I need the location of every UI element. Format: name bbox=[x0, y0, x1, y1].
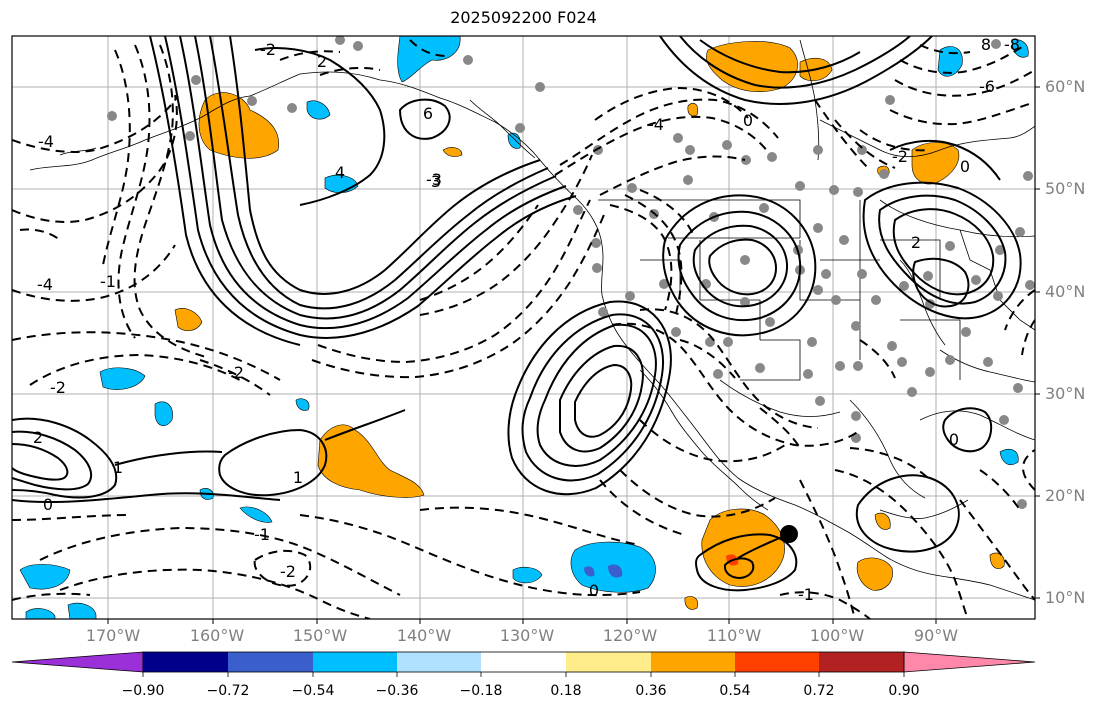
contour-label: 1 bbox=[113, 458, 123, 477]
lon-label: 100°W bbox=[809, 626, 865, 645]
contour-label: 0 bbox=[589, 581, 599, 600]
contours-solid bbox=[12, 36, 1022, 592]
contour-label: 2 bbox=[911, 233, 921, 252]
colorbar-segment bbox=[397, 652, 481, 672]
contour-label: -2 bbox=[280, 562, 296, 581]
colorbar-extend-low bbox=[11, 651, 144, 673]
contour-label: -1 bbox=[798, 585, 814, 604]
contour-label: -2 bbox=[50, 378, 66, 397]
colorbar-segment bbox=[566, 652, 651, 672]
contours-dashed bbox=[12, 39, 1035, 619]
colorbar-tick-label: −0.72 bbox=[206, 683, 250, 699]
colorbar-segment bbox=[735, 652, 819, 672]
colorbar-tick-label: 0.36 bbox=[635, 683, 667, 699]
contour-label: -2 bbox=[892, 147, 908, 166]
colorbar bbox=[11, 651, 1036, 677]
contour-label: -2 bbox=[228, 363, 244, 382]
shading-positive bbox=[174, 41, 1005, 610]
lat-label: 40°N bbox=[1045, 282, 1086, 301]
colorbar-segment bbox=[651, 652, 735, 672]
contour-label: 4 bbox=[335, 163, 345, 182]
map-title: 2025092200 F024 bbox=[450, 8, 597, 27]
contour-label: -3 bbox=[426, 170, 442, 189]
colorbar-tick-label: 0.54 bbox=[719, 683, 751, 699]
axis-ticks bbox=[107, 86, 1040, 624]
lat-label: 10°N bbox=[1045, 588, 1086, 607]
storm-marker bbox=[737, 525, 798, 559]
station-dots bbox=[107, 36, 1035, 509]
lon-label: 90°W bbox=[913, 626, 959, 645]
contour-label: 0 bbox=[949, 430, 959, 449]
colorbar-tick-label: −0.18 bbox=[459, 683, 503, 699]
contour-label: -6 bbox=[979, 77, 995, 96]
colorbar-tick-label: 0.90 bbox=[888, 683, 920, 699]
contour-label: -4 bbox=[38, 132, 54, 151]
contour-label: 0 bbox=[743, 111, 753, 130]
colorbar-tick-label: −0.54 bbox=[291, 683, 335, 699]
colorbar-segment bbox=[143, 652, 228, 672]
coastlines bbox=[29, 39, 1035, 601]
contour-label: 0 bbox=[960, 157, 970, 176]
colorbar-tick-label: 0.72 bbox=[803, 683, 835, 699]
contour-label: 2 bbox=[33, 428, 43, 447]
colorbar-tick-label: −0.36 bbox=[375, 683, 419, 699]
shading-strong-negative bbox=[584, 564, 623, 578]
contour-label: 1 bbox=[293, 468, 303, 487]
contour-label: 6 bbox=[423, 104, 433, 123]
contour-labels: -2 2 -3 -4 4 -6 6 -8 8 0 -1 1 0 3 -2 2 -… bbox=[33, 35, 1020, 604]
contour-label: -8 bbox=[1004, 35, 1020, 54]
contour-label: 3 bbox=[431, 172, 441, 191]
lat-label: 20°N bbox=[1045, 486, 1086, 505]
lon-label: 160°W bbox=[189, 626, 245, 645]
lon-label: 120°W bbox=[602, 626, 658, 645]
contour-label: -1 bbox=[254, 525, 270, 544]
contour-label: 0 bbox=[43, 495, 53, 514]
lon-label: 110°W bbox=[706, 626, 762, 645]
colorbar-tick-label: 0.18 bbox=[550, 683, 582, 699]
lat-label: 50°N bbox=[1045, 179, 1086, 198]
lon-label: 170°W bbox=[85, 626, 141, 645]
colorbar-segment bbox=[313, 652, 397, 672]
contour-label: -1 bbox=[100, 272, 116, 291]
map-panel bbox=[12, 36, 1035, 619]
lat-label: 30°N bbox=[1045, 384, 1086, 403]
contour-label: -4 bbox=[37, 275, 53, 294]
contour-label: -4 bbox=[648, 115, 664, 134]
contour-label: 2 bbox=[317, 52, 327, 71]
lat-label: 60°N bbox=[1045, 77, 1086, 96]
lon-label: 130°W bbox=[499, 626, 555, 645]
colorbar-segment bbox=[481, 652, 566, 672]
lon-label: 140°W bbox=[396, 626, 452, 645]
colorbar-segment bbox=[819, 652, 904, 672]
contour-label: 8 bbox=[981, 35, 991, 54]
colorbar-tick-label: −0.90 bbox=[121, 683, 165, 699]
colorbar-segment bbox=[228, 652, 313, 672]
contour-label: -2 bbox=[260, 40, 276, 59]
lon-label: 150°W bbox=[292, 626, 348, 645]
colorbar-extend-high bbox=[903, 651, 1036, 673]
